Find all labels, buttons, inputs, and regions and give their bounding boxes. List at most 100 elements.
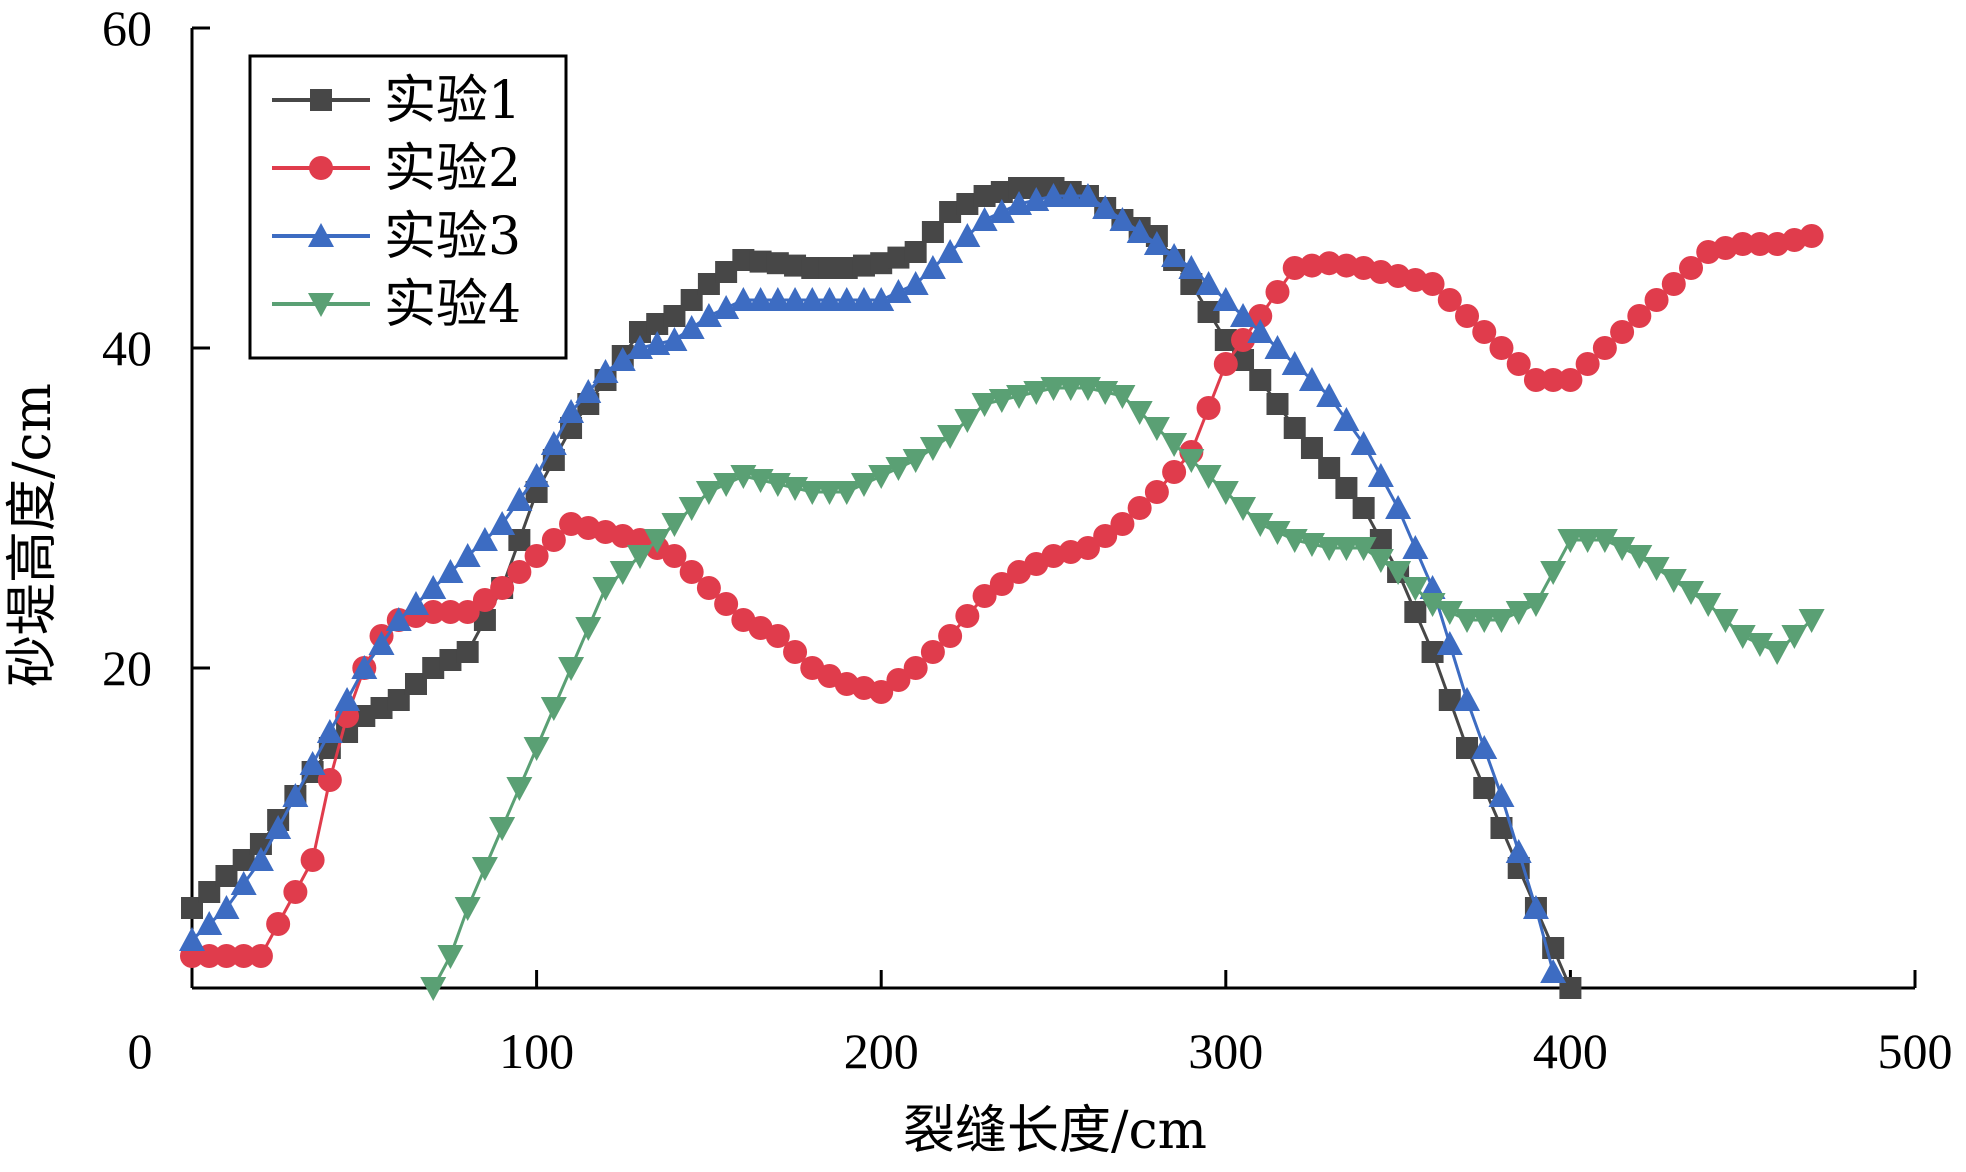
data-point <box>1075 536 1100 560</box>
data-point <box>1109 384 1136 409</box>
x-axis-title: 裂缝长度/cm <box>903 1101 1207 1161</box>
data-point <box>1316 536 1343 561</box>
data-point <box>1143 231 1170 256</box>
data-point <box>730 287 757 312</box>
data-point <box>1335 477 1358 499</box>
legend: 实验1 实验2 实验3 实验4 <box>248 54 568 360</box>
data-point <box>990 181 1013 203</box>
data-point <box>1178 448 1205 473</box>
data-point <box>437 559 464 584</box>
data-point <box>265 815 292 840</box>
data-point <box>523 736 550 761</box>
series-2 <box>180 224 1824 968</box>
series-3 <box>179 183 1567 984</box>
data-point <box>870 252 893 275</box>
data-point <box>370 697 393 719</box>
data-point <box>1230 303 1257 328</box>
data-point <box>1455 304 1480 328</box>
data-point <box>989 572 1014 596</box>
data-point <box>1557 528 1584 553</box>
data-point <box>471 856 498 881</box>
data-point <box>1799 224 1824 248</box>
data-point <box>1438 689 1461 711</box>
data-point <box>835 257 858 279</box>
data-point <box>439 649 462 671</box>
data-point <box>214 944 239 968</box>
data-point <box>1369 529 1392 551</box>
x-tick-label: 200 <box>844 1023 919 1079</box>
data-point <box>592 576 619 601</box>
x-tick-label: 400 <box>1533 1023 1608 1079</box>
data-point <box>902 448 929 473</box>
data-point <box>1471 608 1498 633</box>
data-point <box>334 687 361 712</box>
data-point <box>1472 320 1497 344</box>
data-point <box>454 896 481 921</box>
data-point <box>938 624 963 648</box>
data-point <box>868 287 895 312</box>
data-point <box>1350 431 1377 456</box>
data-point <box>1092 195 1119 220</box>
data-point <box>973 185 996 207</box>
data-point <box>696 576 721 600</box>
data-point <box>506 776 533 801</box>
data-point <box>1456 737 1479 759</box>
legend-marker <box>308 292 334 317</box>
data-point <box>937 424 964 449</box>
data-point <box>732 249 755 271</box>
data-point <box>420 575 447 600</box>
data-point <box>852 254 875 277</box>
axes: 0 100 200 300 400 500 20 40 60 <box>102 0 1953 1079</box>
data-point <box>764 287 791 312</box>
data-point <box>1592 336 1617 360</box>
data-point <box>799 287 826 312</box>
data-point <box>1006 384 1033 409</box>
data-point <box>523 463 550 488</box>
data-point <box>661 327 688 352</box>
data-point <box>1729 624 1756 649</box>
data-point <box>438 600 463 624</box>
data-point <box>766 252 789 275</box>
data-point <box>679 560 704 584</box>
data-point <box>646 313 669 335</box>
x-tick-label: 0 <box>128 1023 153 1079</box>
data-point <box>715 261 738 283</box>
data-point <box>818 257 841 279</box>
series-4 <box>420 376 1825 1001</box>
legend-label: 实验1 <box>384 71 521 131</box>
data-point <box>1195 464 1222 489</box>
data-point <box>955 604 980 628</box>
data-point <box>1419 592 1446 617</box>
data-point <box>1678 580 1705 605</box>
data-point <box>1437 288 1462 312</box>
y-tick-label: 40 <box>102 320 152 376</box>
data-point <box>1110 512 1135 536</box>
data-point <box>402 591 429 616</box>
data-point <box>713 472 740 497</box>
data-point <box>1402 535 1429 560</box>
data-point <box>558 399 585 424</box>
data-point <box>283 880 308 904</box>
data-point <box>1591 528 1618 553</box>
data-point <box>609 560 636 585</box>
data-point <box>1574 528 1601 553</box>
data-point <box>850 472 877 497</box>
data-point <box>1281 351 1308 376</box>
data-point <box>489 511 516 536</box>
data-point <box>1248 304 1273 328</box>
data-point <box>1195 271 1222 296</box>
data-point <box>196 911 223 936</box>
data-point <box>1385 560 1412 585</box>
data-point <box>1523 368 1548 392</box>
data-point <box>1213 352 1238 376</box>
data-point <box>1023 380 1050 405</box>
data-point <box>490 576 515 600</box>
data-point <box>954 408 981 433</box>
data-point <box>507 560 532 584</box>
data-point <box>387 689 410 711</box>
data-point <box>954 223 981 248</box>
data-point <box>816 480 843 505</box>
data-point <box>1367 463 1394 488</box>
data-point <box>215 865 238 887</box>
data-point <box>1127 496 1152 520</box>
